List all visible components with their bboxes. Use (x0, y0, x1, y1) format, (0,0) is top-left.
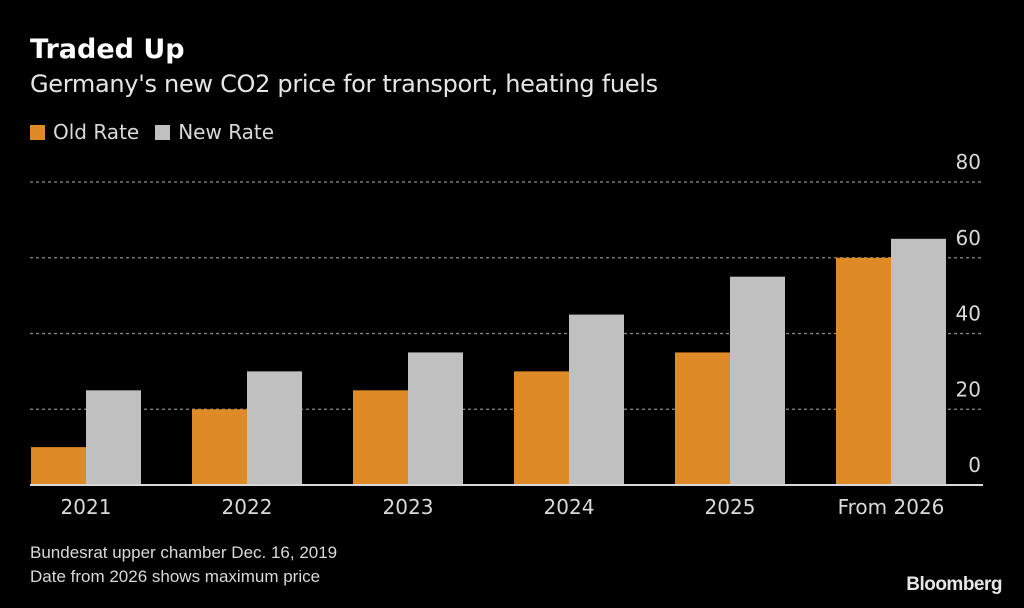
legend-swatch-new-rate (155, 124, 171, 140)
footnote-source: Bundesrat upper chamber Dec. 16, 2019 (30, 543, 338, 562)
legend-swatch-old-rate (30, 124, 45, 140)
y-tick-label: 0 (968, 453, 981, 477)
bar-old-rate (31, 447, 86, 485)
x-tick-label: 2021 (61, 495, 112, 519)
y-tick-label: 20 (956, 377, 981, 401)
bar-old-rate (514, 371, 569, 485)
bar-new-rate (86, 390, 141, 485)
bar-new-rate (247, 371, 302, 485)
footnote-note: Date from 2026 shows maximum price (30, 567, 321, 586)
bloomberg-logo: Bloomberg (906, 574, 1002, 595)
y-tick-label: 40 (956, 302, 981, 326)
legend: Old Rate New Rate (30, 120, 290, 144)
x-tick-label: 2022 (222, 495, 273, 519)
legend-item-old-rate: Old Rate (30, 120, 139, 144)
bar-new-rate (569, 314, 624, 485)
legend-label-new-rate: New Rate (178, 120, 275, 144)
x-tick-label: 2023 (383, 495, 434, 519)
x-tick-label: 2025 (705, 495, 756, 519)
bar-new-rate (730, 276, 785, 485)
chart-title: Traded Up (30, 34, 185, 65)
y-tick-label: 60 (956, 226, 981, 250)
legend-item-new-rate: New Rate (155, 120, 274, 144)
chart-subtitle: Germany's new CO2 price for transport, h… (30, 70, 658, 98)
bar-old-rate (675, 352, 730, 485)
bar-old-rate (836, 257, 891, 485)
x-tick-label: From 2026 (838, 495, 945, 519)
bar-old-rate (353, 390, 408, 485)
bar-old-rate (192, 409, 247, 485)
bar-new-rate (891, 238, 946, 485)
y-tick-label: 80 (956, 150, 981, 174)
bar-new-rate (408, 352, 463, 485)
legend-label-old-rate: Old Rate (53, 120, 140, 144)
x-tick-label: 2024 (544, 495, 595, 519)
